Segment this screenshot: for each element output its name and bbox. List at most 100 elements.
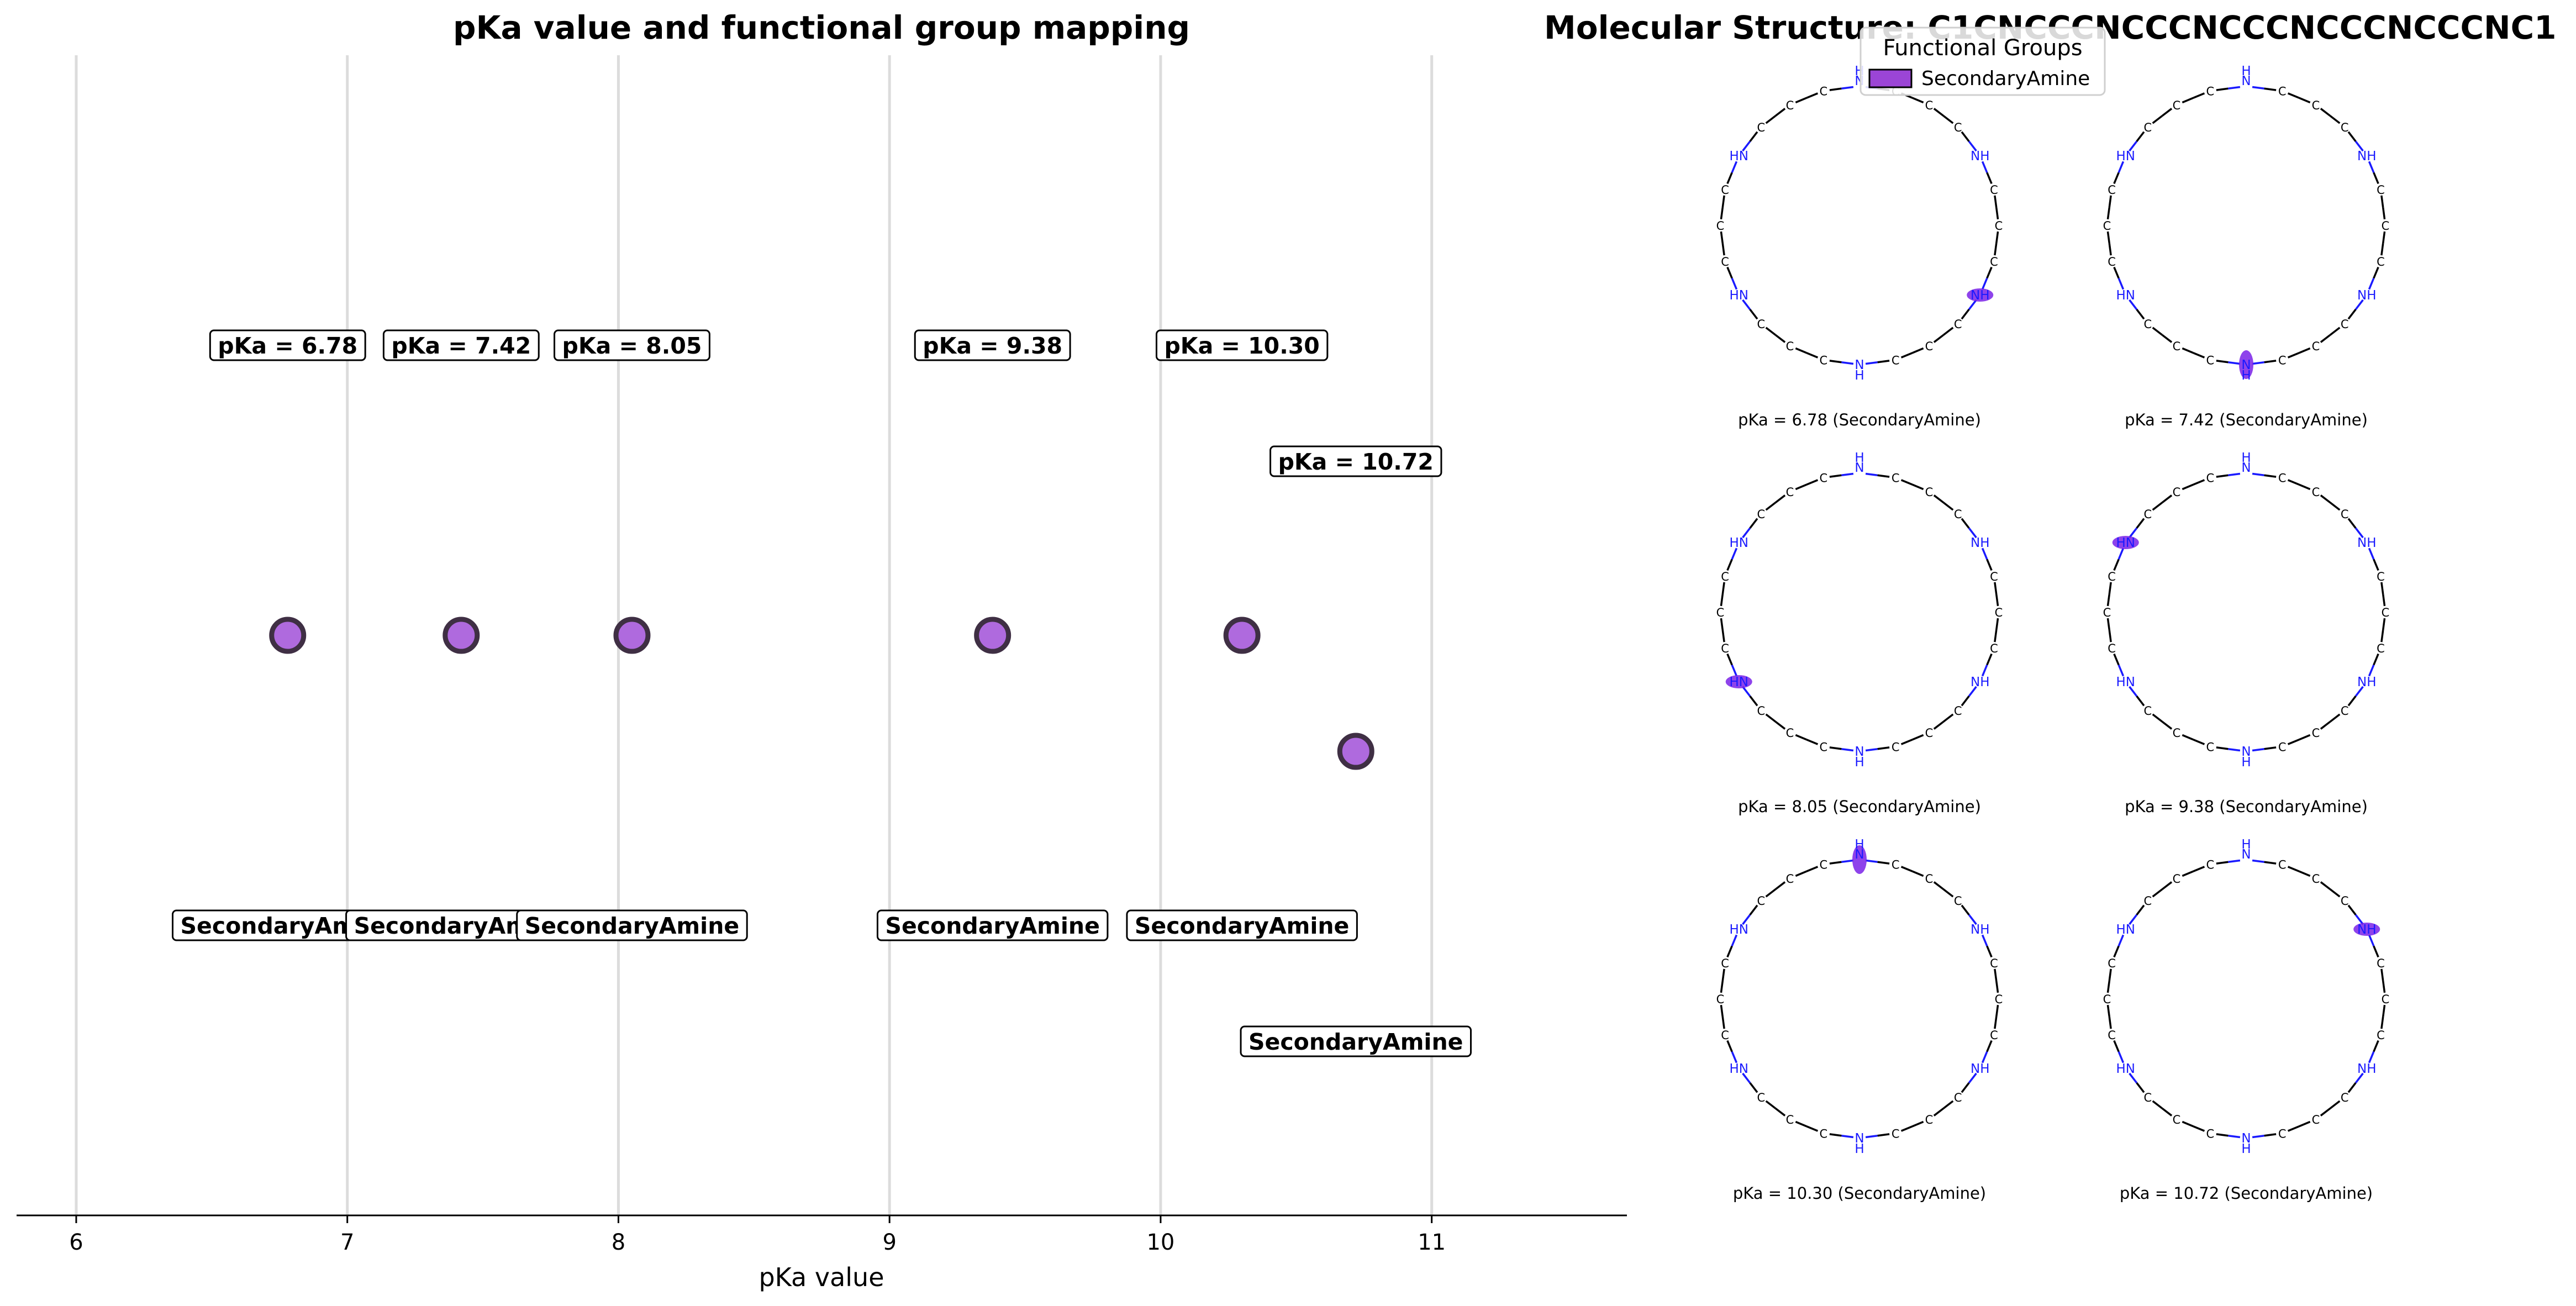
- bond: [2182, 734, 2194, 741]
- bond: [2354, 1072, 2364, 1084]
- bond: [2136, 518, 2145, 529]
- bond: [2354, 527, 2364, 539]
- bond: [1933, 494, 1945, 504]
- bond: [1995, 231, 1999, 244]
- molecule-caption: pKa = 10.72 (SecondaryAmine): [2120, 1184, 2373, 1203]
- bond: [2193, 92, 2205, 99]
- atom-label: C: [2173, 99, 2181, 112]
- atom-label: C: [2206, 740, 2214, 754]
- bond: [1961, 131, 1970, 142]
- bond: [1742, 140, 1751, 152]
- bond: [1806, 866, 1819, 872]
- atom-label: C: [1995, 219, 2003, 233]
- atom-label: C: [1721, 255, 1729, 268]
- atom-label: C: [2377, 183, 2385, 197]
- atom-label: HN: [2116, 536, 2136, 550]
- bond: [1865, 1134, 1878, 1139]
- bond: [2228, 86, 2241, 90]
- atom-label: C: [1721, 957, 1729, 970]
- atom-label: C: [2377, 570, 2385, 583]
- bond: [1742, 914, 1751, 925]
- bond: [2228, 1134, 2241, 1139]
- bond: [2347, 696, 2357, 707]
- bond: [2368, 1051, 2375, 1063]
- atom-label: C: [1819, 472, 1827, 485]
- bond: [1986, 1040, 1993, 1052]
- atom-label: C: [2382, 219, 2390, 233]
- atom-label: C: [1819, 740, 1827, 754]
- atom-label: C: [1925, 1113, 1934, 1126]
- bond: [1726, 172, 1733, 185]
- pka-label-text: pKa = 10.30: [1164, 333, 1319, 359]
- atom-label: N: [1855, 358, 1864, 372]
- atom-label: C: [2173, 486, 2181, 499]
- bond: [1968, 140, 1977, 152]
- atom-label: N: [2241, 847, 2251, 862]
- bond: [1774, 334, 1786, 343]
- bond: [1981, 1051, 1988, 1063]
- pka-label: pKa = 8.05: [554, 329, 710, 361]
- bond: [1933, 881, 1945, 891]
- bond: [2216, 474, 2229, 478]
- atom-label: C: [2278, 354, 2287, 367]
- bond: [1774, 494, 1786, 504]
- bond: [1742, 527, 1751, 539]
- bond: [1877, 474, 1890, 478]
- bond: [1765, 888, 1776, 898]
- pka-label-box: [914, 329, 1071, 361]
- bond: [2113, 266, 2120, 279]
- bond: [2106, 618, 2111, 630]
- atom-label: C: [1786, 872, 1794, 886]
- bond: [2368, 277, 2375, 290]
- highlighted-atom: [2112, 536, 2139, 549]
- atom-label: C: [1925, 726, 1934, 740]
- bond: [1841, 859, 1854, 863]
- x-axis-label: pKa value: [758, 1262, 884, 1292]
- bond: [1968, 527, 1977, 539]
- bond: [1943, 888, 1954, 898]
- atom-label: C: [1892, 1127, 1900, 1140]
- atom-label: C: [1892, 354, 1900, 367]
- bond: [1943, 1100, 1954, 1109]
- bond: [1795, 734, 1808, 741]
- atom-label: C: [1954, 1091, 1962, 1104]
- bond: [2161, 720, 2173, 730]
- molecule-caption: pKa = 10.30 (SecondaryAmine): [1733, 1184, 1986, 1203]
- atom-label: NH: [1971, 536, 1990, 550]
- bond: [1749, 904, 1758, 915]
- bond: [2382, 594, 2386, 607]
- bond: [2117, 1051, 2125, 1063]
- atom-label: C: [1990, 255, 1998, 268]
- bond: [1749, 1082, 1758, 1093]
- data-point: [1223, 617, 1261, 654]
- bond: [2380, 968, 2384, 981]
- bond: [1865, 472, 1878, 477]
- bond: [1726, 266, 1733, 279]
- bond: [1911, 870, 1924, 877]
- group-label-text: SecondaryAmine: [1135, 913, 1349, 939]
- bond: [1721, 195, 1725, 208]
- atom-label: C: [2206, 1127, 2214, 1140]
- atom-label: NH: [1971, 923, 1990, 937]
- bond: [2264, 474, 2277, 478]
- bond: [1995, 207, 1999, 220]
- bond: [1721, 968, 1725, 981]
- atom-label: C: [2143, 894, 2152, 908]
- group-label-text: SecondaryAmine: [1249, 1029, 1463, 1055]
- atom-label: C: [2312, 872, 2320, 886]
- bond: [2298, 347, 2311, 354]
- bond: [2380, 243, 2384, 256]
- bond: [2373, 172, 2379, 185]
- bond: [1981, 161, 1988, 173]
- bond: [1981, 547, 1988, 560]
- bond: [2113, 559, 2120, 571]
- bond: [2216, 861, 2229, 865]
- atom-label: C: [2341, 704, 2349, 718]
- atom-label: C: [2382, 993, 2390, 1006]
- atom-label: C: [2103, 219, 2111, 233]
